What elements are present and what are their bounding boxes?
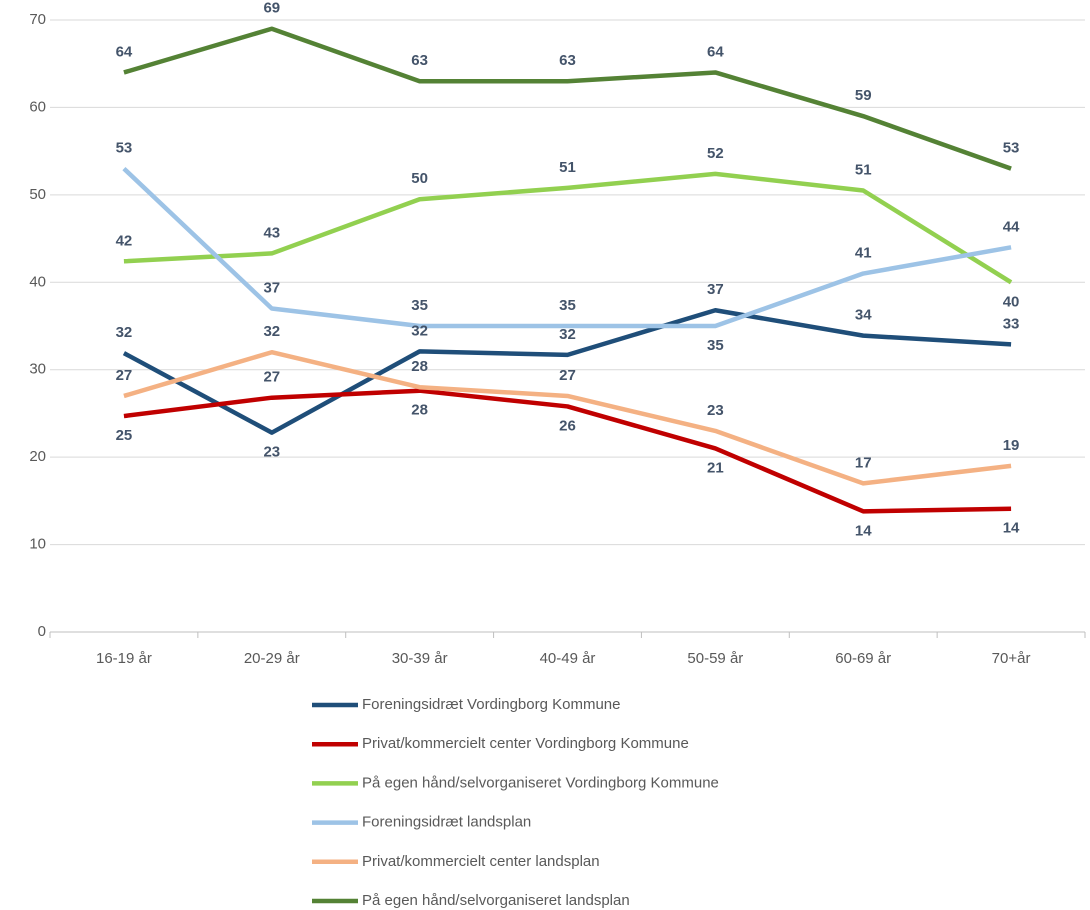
series-line [123,171,1013,285]
x-tick-label: 40-49 år [540,650,596,667]
series-line [123,388,1012,514]
data-label: 59 [855,87,872,104]
data-label: 35 [707,337,724,354]
x-tick-label: 60-69 år [835,650,891,667]
data-label: 28 [411,402,428,419]
y-tick-label: 30 [29,361,46,378]
data-label: 51 [559,159,576,176]
data-label: 27 [116,367,133,384]
data-label: 41 [855,245,872,262]
data-label: 21 [707,459,724,476]
legend-label: Foreningsidræt landsplan [362,814,531,831]
data-label: 27 [263,369,280,386]
data-label: 42 [116,232,133,249]
data-label: 35 [559,297,576,314]
data-label: 34 [855,307,872,324]
data-label: 64 [116,43,133,60]
y-tick-label: 70 [29,11,46,28]
data-label: 14 [855,522,872,539]
data-label: 35 [411,297,428,314]
legend-label: Foreningsidræt Vordingborg Kommune [362,696,620,713]
y-tick-label: 60 [29,98,46,115]
data-label: 32 [559,326,576,343]
x-tick-label: 70+år [992,650,1031,667]
data-label: 32 [411,322,428,339]
y-tick-label: 20 [29,448,46,465]
data-label: 52 [707,145,724,162]
data-label: 40 [1003,293,1020,310]
data-label: 32 [116,324,133,341]
data-label: 23 [707,402,724,419]
y-tick-label: 50 [29,186,46,203]
data-label: 25 [116,427,133,444]
y-tick-label: 0 [38,623,46,640]
legend-label: På egen hånd/selvorganiseret Vordingborg… [362,774,719,791]
data-label: 43 [263,224,280,241]
data-label: 69 [263,0,280,17]
x-tick-label: 16-19 år [96,650,152,667]
data-label: 27 [559,367,576,384]
data-label: 37 [707,281,724,298]
series-line [122,166,1012,329]
x-tick-label: 50-59 år [687,650,743,667]
data-label: 44 [1003,218,1020,235]
x-tick-label: 20-29 år [244,650,300,667]
series-line [123,349,1012,486]
series-line [123,26,1012,171]
series-line [122,308,1012,435]
legend-label: På egen hånd/selvorganiseret landsplan [362,892,630,909]
data-label: 26 [559,417,576,434]
y-tick-label: 40 [29,273,46,290]
data-label: 64 [707,43,724,60]
data-label: 51 [855,161,872,178]
data-label: 17 [855,454,872,471]
data-label: 37 [263,279,280,296]
data-label: 50 [411,170,428,187]
legend-label: Privat/kommercielt center Vordingborg Ko… [362,735,689,752]
data-label: 14 [1003,520,1020,537]
data-label: 23 [263,444,280,461]
data-label: 63 [411,52,428,69]
y-tick-label: 10 [29,536,46,553]
data-label: 33 [1003,315,1020,332]
data-label: 63 [559,52,576,69]
legend-label: Privat/kommercielt center landsplan [362,853,600,870]
data-label: 32 [263,323,280,340]
data-label: 53 [116,140,133,157]
data-label: 53 [1003,140,1020,157]
x-tick-label: 30-39 år [392,650,448,667]
data-label: 28 [411,358,428,375]
data-label: 19 [1003,437,1020,454]
